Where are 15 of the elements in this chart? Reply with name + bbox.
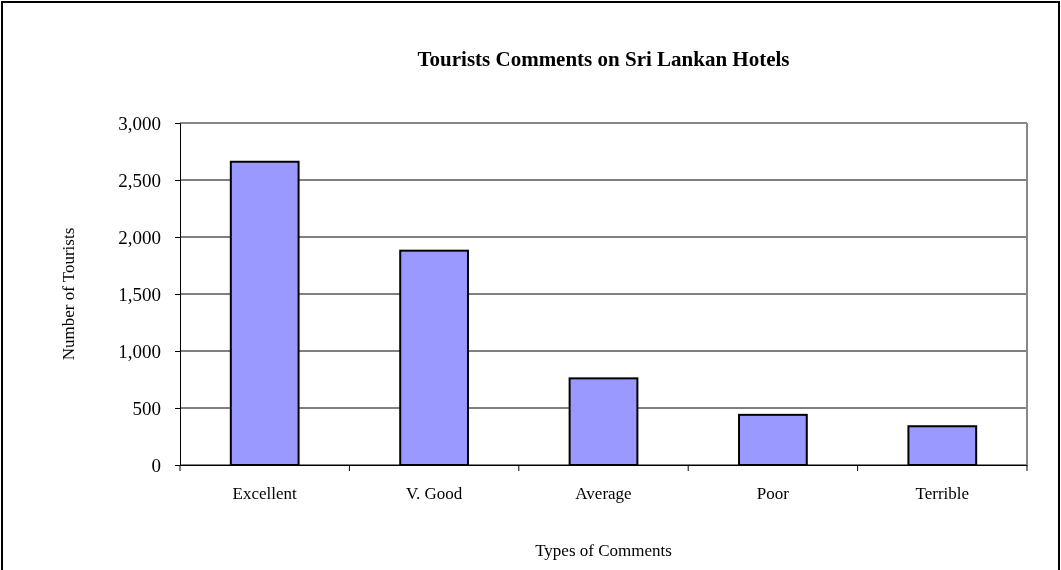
y-axis-title: Number of Tourists [59,227,78,361]
y-tick-label: 0 [151,454,161,476]
x-tick-label: V. Good [405,484,463,504]
x-tick-label: Poor [756,484,790,504]
y-tick-label: 1,500 [118,283,161,305]
y-tick-label: 1,000 [118,340,161,362]
y-tick-label: 2,000 [118,226,161,248]
y-tick-label: 3,000 [118,112,161,134]
chart-title: Tourists Comments on Sri Lankan Hotels [417,47,790,71]
y-tick-label: 500 [132,397,161,419]
y-tick-label: 2,500 [118,169,161,191]
x-tick-label: Average [575,484,632,504]
x-tick-label: Terrible [915,484,970,504]
x-axis-title: Types of Comments [535,541,672,560]
x-tick-label: Excellent [232,484,298,504]
